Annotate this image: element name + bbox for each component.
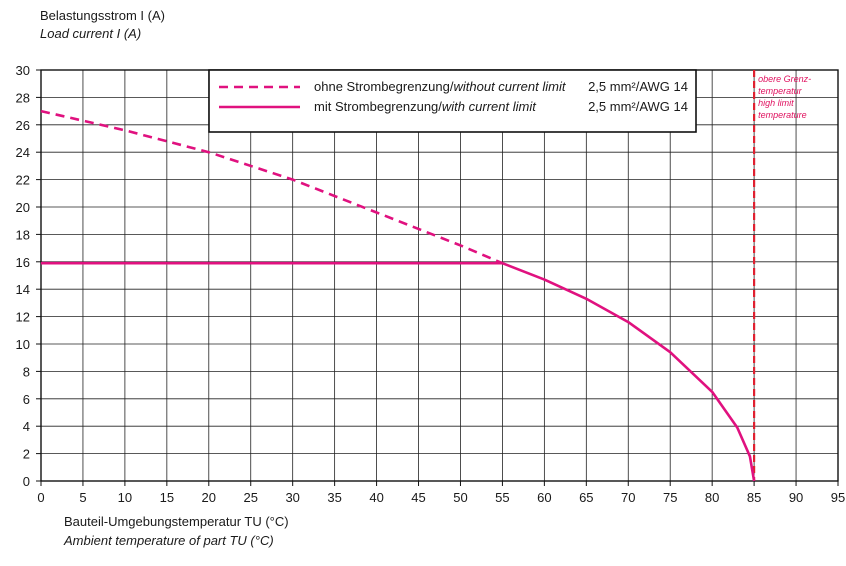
y-tick-label: 20 [16, 200, 30, 215]
y-tick-label: 28 [16, 90, 30, 105]
y-tick-label: 14 [16, 282, 30, 297]
y-tick-label: 0 [23, 474, 30, 489]
x-tick-label: 80 [705, 490, 719, 505]
y-axis-label-de: Belastungsstrom I (A) [40, 8, 165, 23]
x-axis-label-en: Ambient temperature of part TU (°C) [64, 533, 274, 548]
limit-label-en-1: high limit [758, 98, 794, 108]
series-with-current-limit [41, 261, 756, 482]
x-tick-label: 55 [495, 490, 509, 505]
x-tick-label: 30 [285, 490, 299, 505]
y-tick-label: 18 [16, 227, 30, 242]
x-tick-label: 90 [789, 490, 803, 505]
x-tick-label: 40 [369, 490, 383, 505]
x-tick-label: 75 [663, 490, 677, 505]
legend-label: mit Strombegrenzung/with current limit [314, 99, 537, 114]
y-tick-label: 8 [23, 364, 30, 379]
legend-label-de: ohne Strombegrenzung/ [314, 79, 454, 94]
y-tick-label: 16 [16, 255, 30, 270]
x-tick-label: 50 [453, 490, 467, 505]
x-tick-label: 95 [831, 490, 845, 505]
limit-label-de-2: temperatur [758, 86, 803, 96]
y-tick-label: 6 [23, 392, 30, 407]
y-tick-label: 24 [16, 145, 30, 160]
y-tick-label: 12 [16, 310, 30, 325]
legend-wire-spec: 2,5 mm²/AWG 14 [588, 79, 688, 94]
x-tick-label: 15 [160, 490, 174, 505]
x-tick-label: 25 [244, 490, 258, 505]
y-tick-label: 10 [16, 337, 30, 352]
y-tick-label: 30 [16, 63, 30, 78]
legend-label-en: with current limit [442, 99, 537, 114]
legend-wire-spec: 2,5 mm²/AWG 14 [588, 99, 688, 114]
x-tick-label: 10 [118, 490, 132, 505]
series-without-current-limit [40, 109, 503, 265]
x-axis-label-de: Bauteil-Umgebungstemperatur TU (°C) [64, 514, 289, 529]
y-tick-label: 4 [23, 419, 30, 434]
legend-label-en: without current limit [453, 79, 566, 94]
x-tick-label: 60 [537, 490, 551, 505]
limit-label-de-1: obere Grenz- [758, 74, 811, 84]
x-tick-label: 45 [411, 490, 425, 505]
x-tick-label: 5 [79, 490, 86, 505]
legend-label: ohne Strombegrenzung/without current lim… [314, 79, 567, 94]
y-axis-label-en: Load current I (A) [40, 26, 142, 41]
x-tick-label: 35 [327, 490, 341, 505]
x-tick-label: 65 [579, 490, 593, 505]
legend-label-de: mit Strombegrenzung/ [314, 99, 442, 114]
x-tick-label: 85 [747, 490, 761, 505]
x-tick-label: 20 [202, 490, 216, 505]
y-tick-label: 22 [16, 173, 30, 188]
x-tick-label: 70 [621, 490, 635, 505]
y-tick-label: 2 [23, 447, 30, 462]
legend-box [208, 69, 697, 133]
x-tick-label: 0 [37, 490, 44, 505]
limit-label-en-2: temperature [758, 110, 807, 120]
y-tick-label: 26 [16, 118, 30, 133]
